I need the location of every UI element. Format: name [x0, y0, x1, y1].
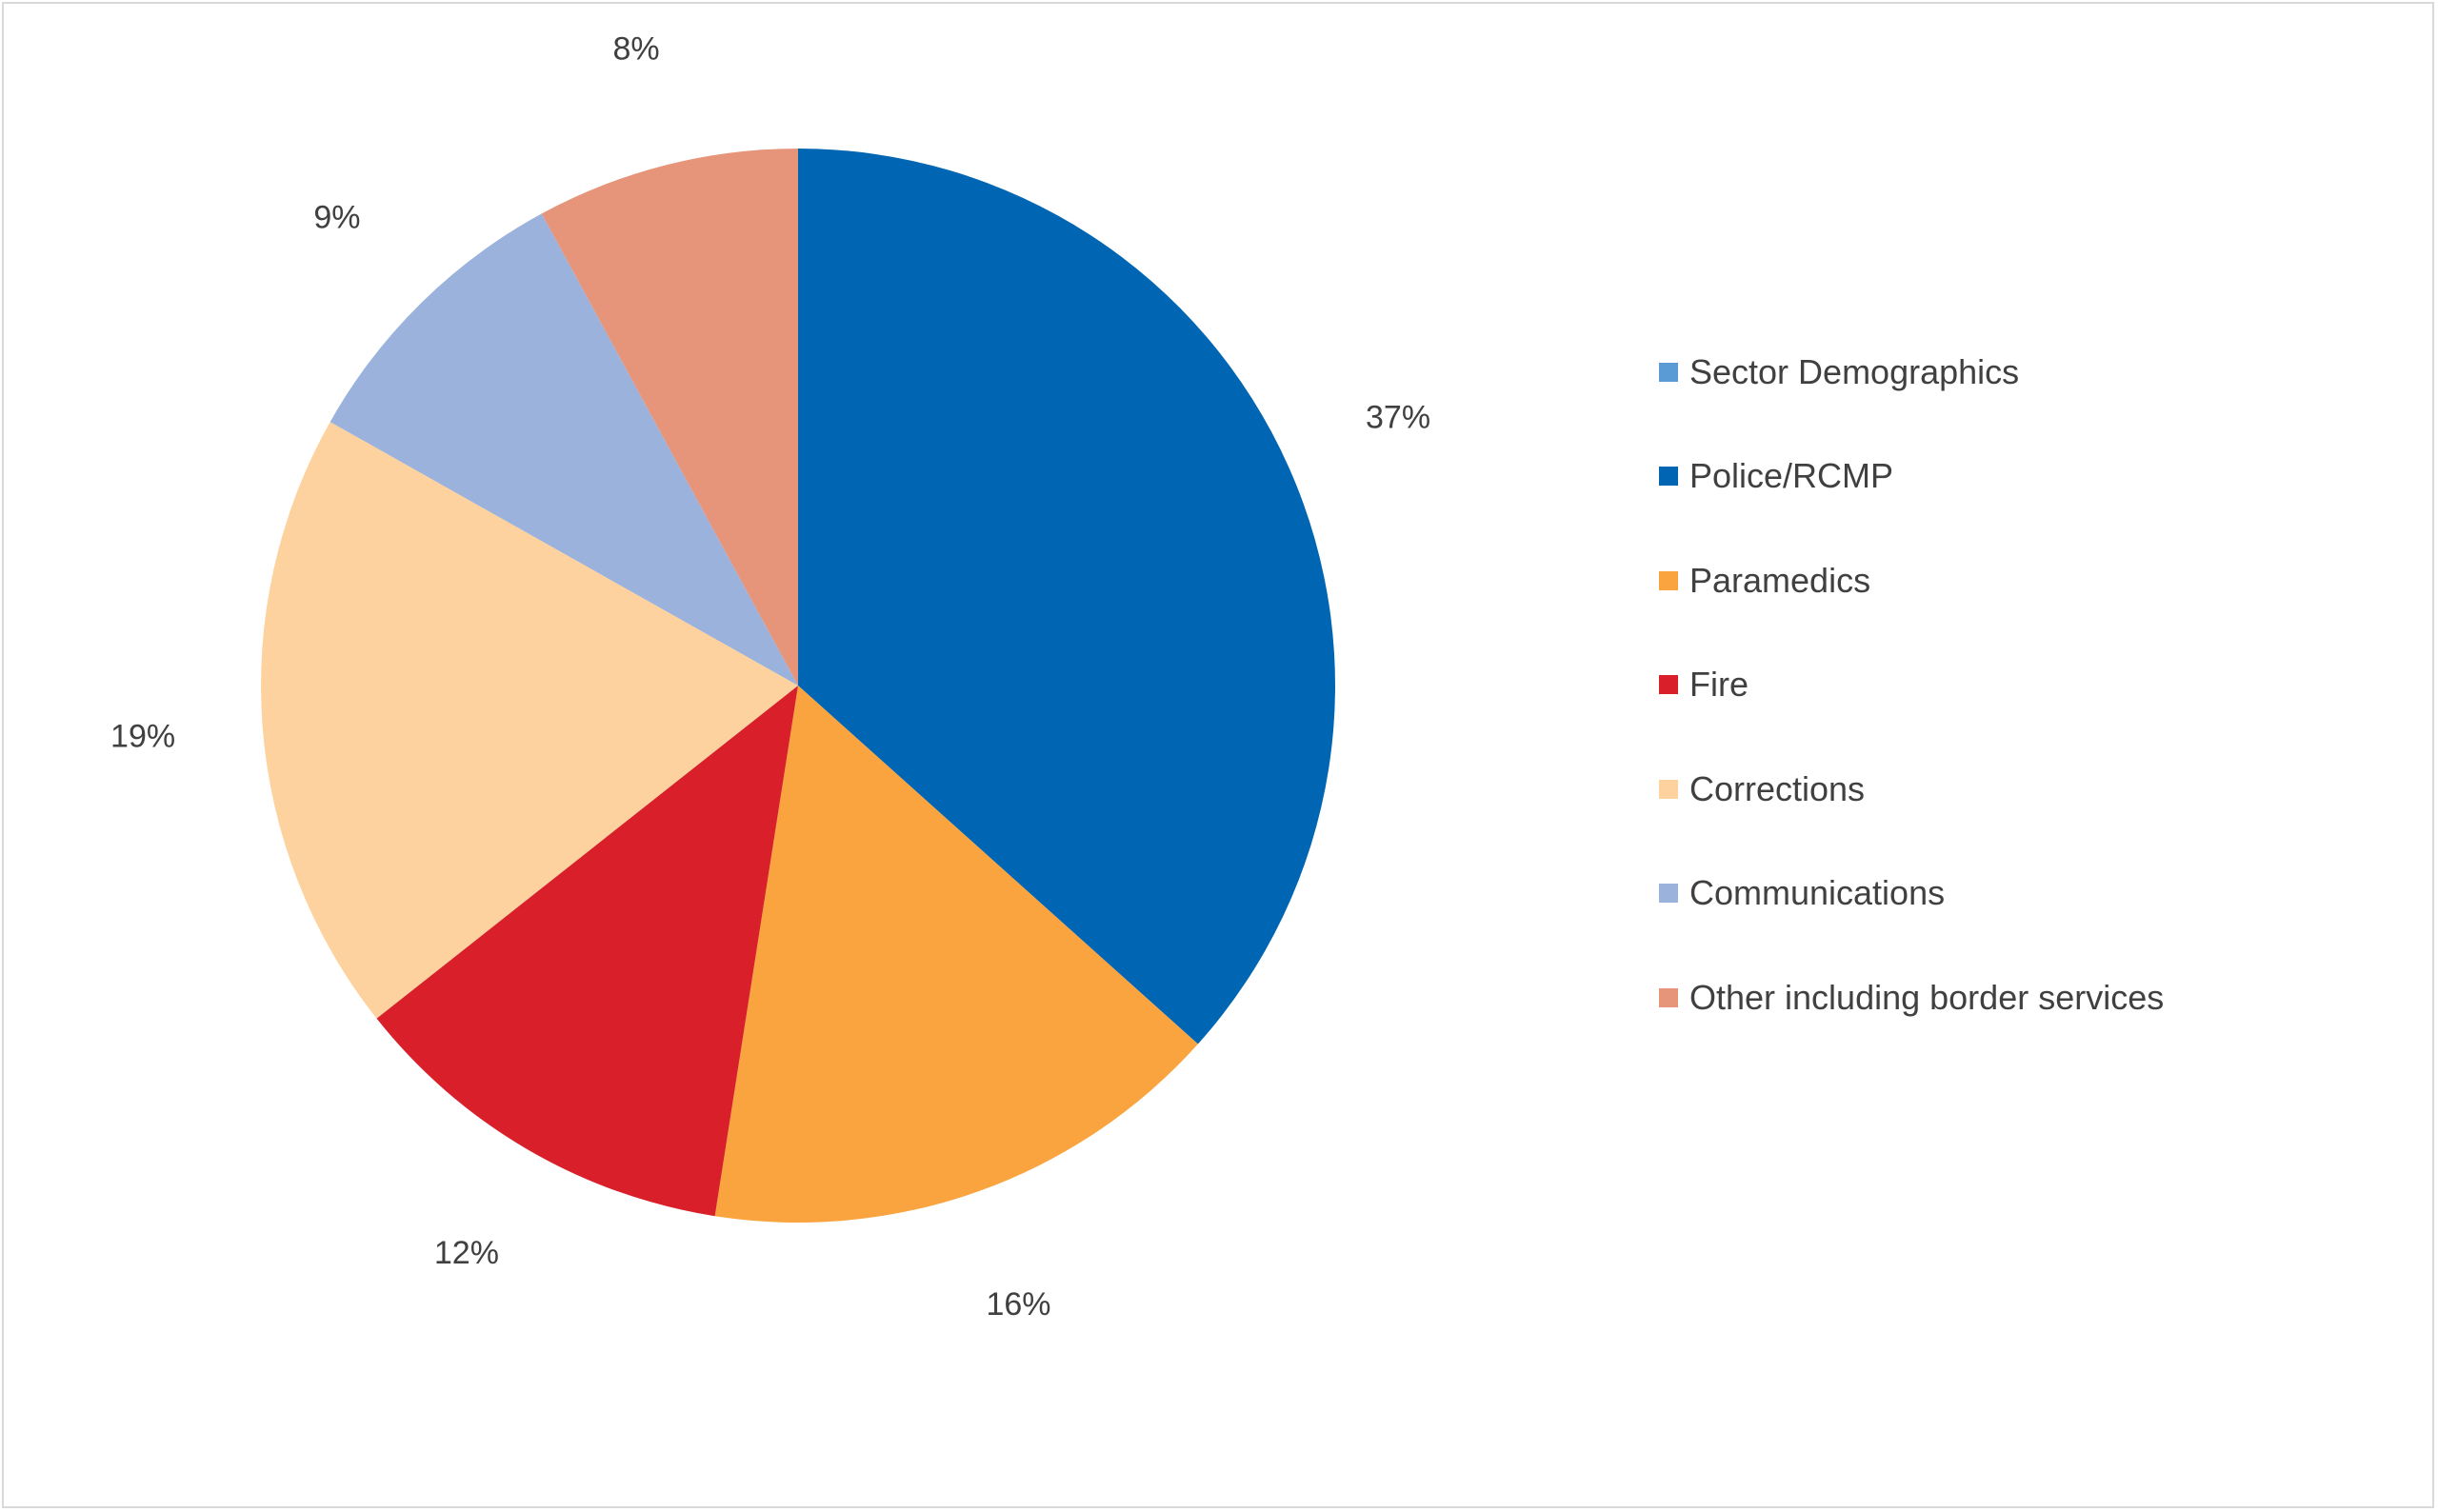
legend-label-fire: Fire [1689, 665, 1749, 705]
legend-label-police-rcmp: Police/RCMP [1689, 456, 1894, 496]
legend-label-corrections: Corrections [1689, 768, 1866, 808]
legend-item-communications: Communications [1659, 842, 2402, 946]
pie-slice-corrections [261, 422, 798, 1019]
pie-slice-communications [330, 213, 798, 686]
data-label-other-including-border-services: 8% [612, 30, 659, 67]
legend-swatch-paramedics [1659, 570, 1678, 590]
legend-swatch-fire [1659, 675, 1678, 695]
pie-slice-paramedics [714, 686, 1198, 1223]
legend-item-sector-demographics: Sector Demographics [1659, 320, 2402, 425]
legend-swatch-police-rcmp [1659, 467, 1678, 487]
legend-label-communications: Communications [1689, 873, 1946, 913]
data-label-police-rcmp: 37% [1366, 400, 1430, 436]
legend-swatch-corrections [1659, 779, 1678, 799]
pie-slice-other-including-border-services [541, 149, 798, 686]
legend-label-other-including-border-services: Other including border services [1689, 977, 2165, 1017]
legend-swatch-other-including-border-services [1659, 987, 1678, 1007]
legend-swatch-sector-demographics [1659, 362, 1678, 382]
chart-legend: Sector Demographics Police/RCMP Paramedi… [1659, 320, 2402, 1050]
pie-slices [261, 149, 1335, 1223]
pie-slice-police-rcmp [798, 149, 1335, 1044]
legend-label-paramedics: Paramedics [1689, 560, 1871, 600]
data-label-corrections: 19% [110, 719, 175, 755]
legend-label-sector-demographics: Sector Demographics [1689, 351, 2020, 391]
data-label-fire: 12% [434, 1235, 499, 1271]
legend-item-fire: Fire [1659, 633, 2402, 738]
data-label-paramedics: 16% [986, 1286, 1050, 1323]
legend-item-other-including-border-services: Other including border services [1659, 945, 2402, 1050]
legend-item-corrections: Corrections [1659, 737, 2402, 842]
pie-data-labels: 37% 16% 12% 19% 9% 8% [110, 30, 1430, 1323]
data-label-communications: 9% [313, 199, 360, 235]
legend-item-paramedics: Paramedics [1659, 528, 2402, 633]
legend-item-police-rcmp: Police/RCMP [1659, 425, 2402, 529]
legend-swatch-communications [1659, 884, 1678, 904]
pie-slice-fire [376, 686, 798, 1217]
